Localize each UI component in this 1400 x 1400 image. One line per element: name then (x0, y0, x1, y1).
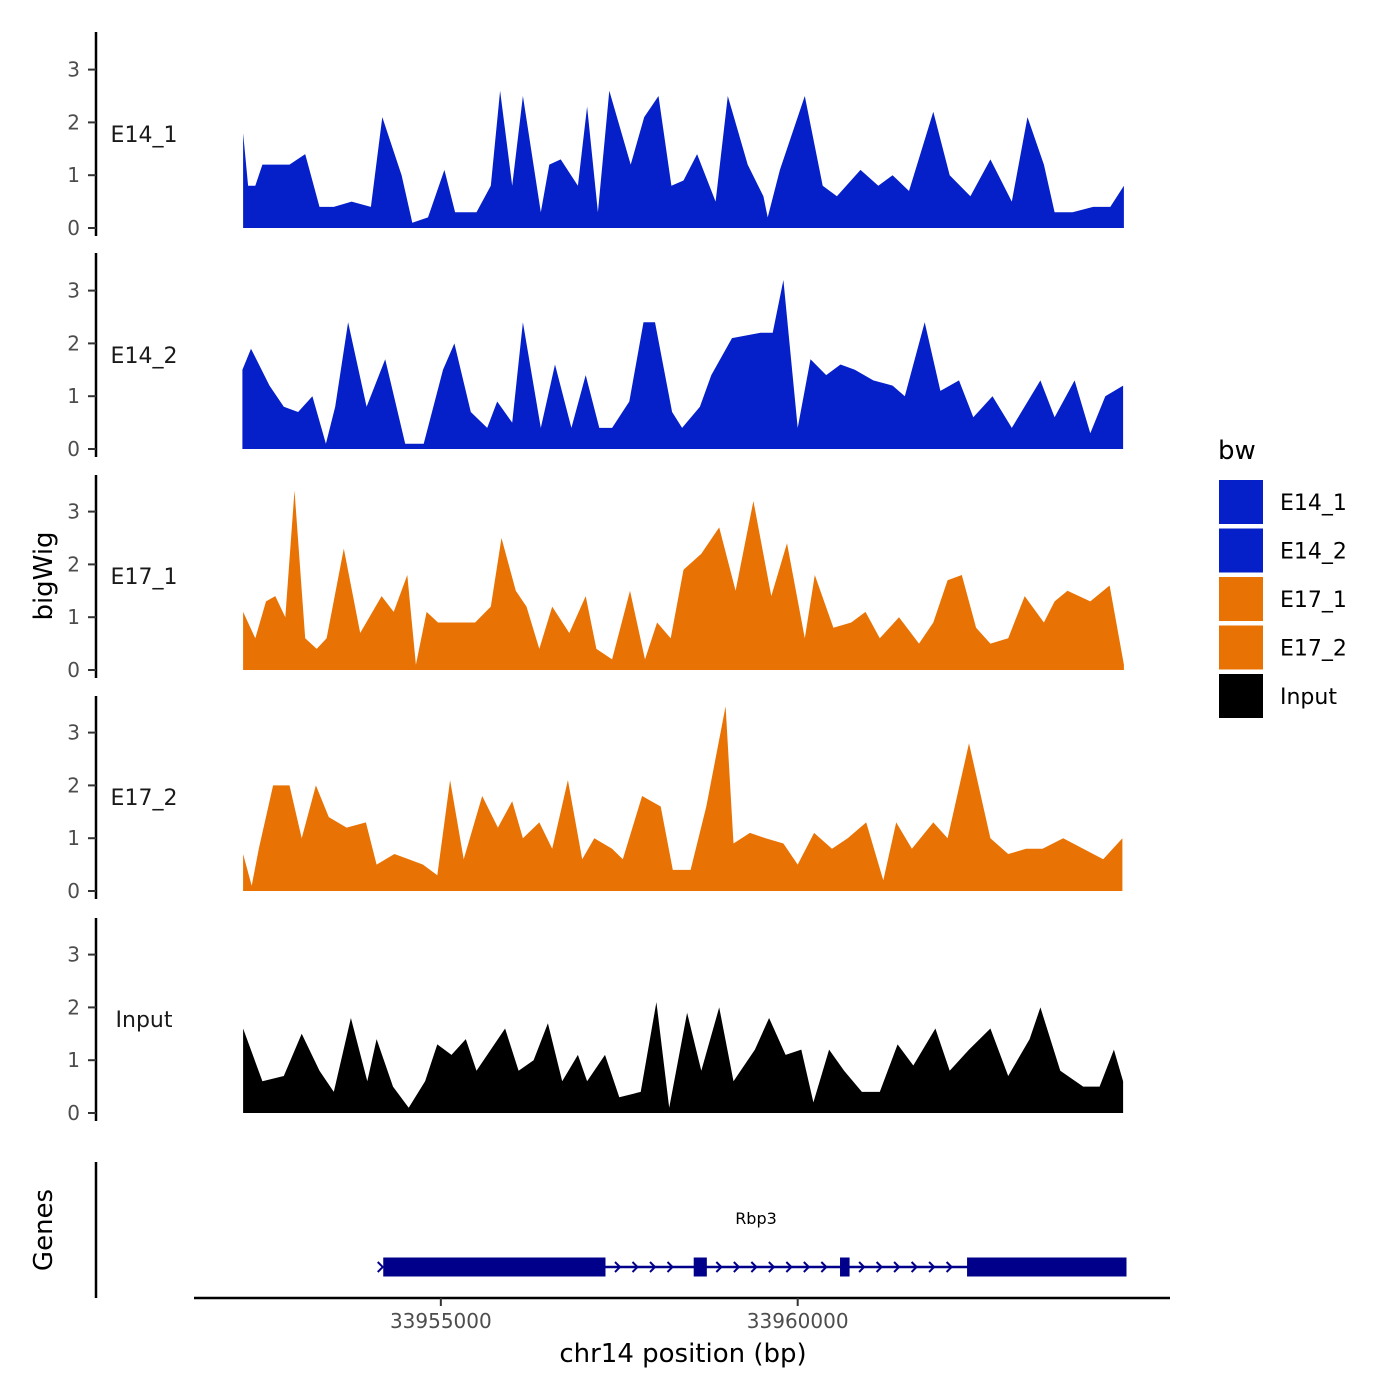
y-tick-label: 0 (67, 658, 80, 682)
legend-swatch-E14_2 (1219, 528, 1263, 573)
y-tick-label: 2 (67, 331, 80, 355)
legend-label-E17_2: E17_2 (1280, 637, 1347, 662)
strand-arrow (928, 1261, 936, 1273)
y-tick-label: 2 (67, 773, 80, 797)
gene-exon (967, 1257, 1127, 1277)
x-axis-title: chr14 position (bp) (559, 1339, 806, 1369)
signal-area-E17_1 (243, 490, 1124, 670)
gene-name-label: Rbp3 (735, 1209, 777, 1228)
track-label-E14_1: E14_1 (111, 123, 178, 148)
gene-track-label: Genes (29, 1189, 59, 1271)
y-tick-label: 3 (67, 500, 80, 524)
signal-area-E14_2 (242, 280, 1124, 449)
strand-arrow (893, 1261, 901, 1273)
strand-arrow (803, 1261, 811, 1273)
signal-area-E17_2 (243, 706, 1123, 891)
track-E14_1: 0 1 2 3 E14_1 (67, 32, 1124, 240)
y-tick-label: 2 (67, 110, 80, 134)
strand-arrow (631, 1261, 639, 1273)
gene-track: Genes Rbp3 (29, 1162, 1127, 1298)
signal-area-Input (243, 1002, 1124, 1113)
x-tick-label: 33955000 (390, 1309, 492, 1333)
x-tick-label: 33960000 (747, 1309, 849, 1333)
strand-arrow (875, 1261, 883, 1273)
y-tick-label: 0 (67, 1101, 80, 1125)
strand-arrow (666, 1261, 674, 1273)
strand-arrow (945, 1261, 953, 1273)
y-tick-label: 0 (67, 437, 80, 461)
gene-exon (840, 1257, 850, 1277)
legend-swatch-Input (1219, 674, 1263, 718)
legend-swatch-E14_1 (1219, 480, 1263, 524)
strand-arrow (910, 1261, 918, 1273)
strand-arrow (768, 1261, 776, 1273)
legend-label-E14_2: E14_2 (1280, 540, 1347, 565)
legend-label-Input: Input (1280, 685, 1337, 710)
track-label-E17_1: E17_1 (111, 565, 178, 590)
strand-arrow (649, 1261, 657, 1273)
legend-label-E17_1: E17_1 (1280, 588, 1347, 613)
track-label-E14_2: E14_2 (111, 344, 178, 369)
track-label-Input: Input (116, 1008, 173, 1033)
strand-arrow (858, 1261, 866, 1273)
y-tick-label: 1 (67, 384, 80, 408)
strand-arrow (785, 1261, 793, 1273)
y-tick-label: 1 (67, 163, 80, 187)
signal-area-E14_1 (243, 90, 1124, 228)
y-tick-label: 0 (67, 879, 80, 903)
y-tick-label: 3 (67, 943, 80, 967)
track-E17_2: 0 1 2 3 E17_2 (67, 696, 1123, 903)
y-tick-label: 2 (67, 552, 80, 576)
y-tick-label: 3 (67, 721, 80, 745)
x-axis: 33955000 33960000 (194, 1296, 1170, 1333)
legend-swatch-E17_1 (1219, 577, 1263, 621)
legend-title: bw (1218, 436, 1256, 466)
legend-label-E14_1: E14_1 (1280, 491, 1347, 516)
legend-swatch-E17_2 (1219, 625, 1263, 670)
track-label-E17_2: E17_2 (111, 786, 178, 811)
track-E17_1: 0 1 2 3 E17_1 (67, 475, 1124, 682)
strand-arrow (820, 1261, 828, 1273)
y-tick-label: 2 (67, 995, 80, 1019)
y-tick-label: 1 (67, 826, 80, 850)
signal-tracks: 0 1 2 3 E14_1 0 1 2 3 E14_2 0 1 2 3 E17_1 0 1 2 3 E17_2 0 1 2 3… (67, 32, 1124, 1125)
y-tick-label: 1 (67, 1048, 80, 1072)
strand-arrow (614, 1261, 622, 1273)
gene-exon (383, 1257, 606, 1277)
strand-arrow (377, 1261, 385, 1273)
track-E14_2: 0 1 2 3 E14_2 (67, 253, 1124, 461)
strand-arrow (750, 1261, 758, 1273)
strand-arrow (733, 1261, 741, 1273)
y-axis-title: bigWig (29, 531, 59, 620)
y-tick-label: 3 (67, 58, 80, 82)
track-Input: 0 1 2 3 Input (67, 918, 1124, 1125)
y-tick-label: 0 (67, 216, 80, 240)
legend: bw E14_1 E14_2 E17_1 E17_2 Input (1218, 436, 1347, 718)
gene-exon (693, 1257, 707, 1277)
gene-model (377, 1257, 1127, 1277)
strand-arrow (715, 1261, 723, 1273)
y-tick-label: 1 (67, 605, 80, 629)
y-tick-label: 3 (67, 279, 80, 303)
